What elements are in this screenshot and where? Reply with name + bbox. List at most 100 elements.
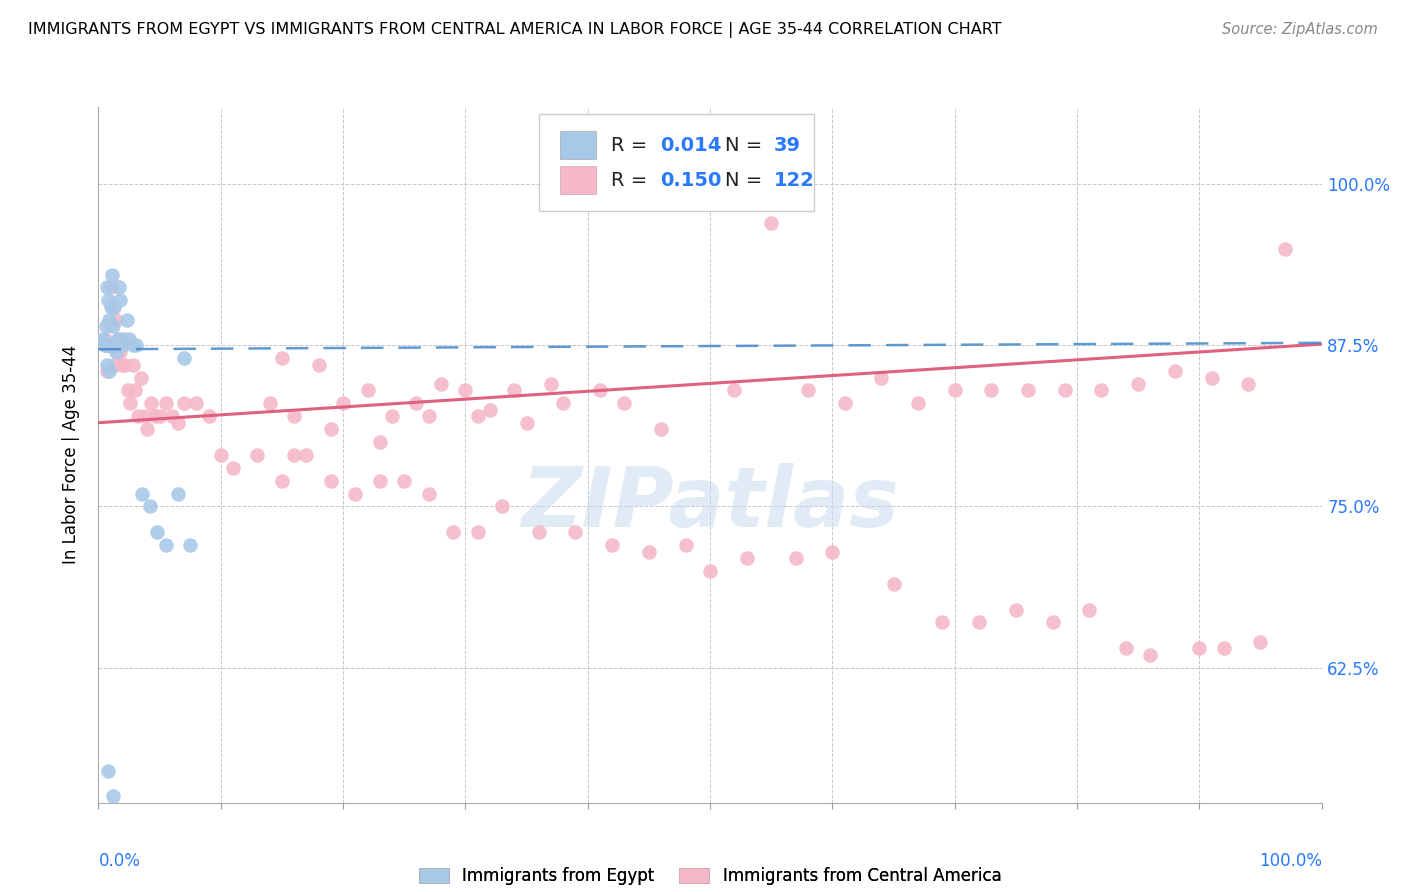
Point (1115, 641, 1137, 656)
Point (344, 486, 367, 500)
Point (1139, 648, 1161, 662)
Text: R =: R = (612, 136, 654, 155)
Point (101, 319, 124, 334)
Point (143, 409, 166, 424)
Point (186, 396, 208, 410)
Point (723, 384, 745, 398)
Point (1078, 602, 1101, 616)
Point (136, 422, 159, 436)
Point (553, 396, 575, 410)
Point (319, 422, 342, 436)
Point (121, 358, 143, 372)
Point (295, 448, 318, 462)
Point (100, 280, 122, 294)
Point (589, 384, 612, 398)
Point (368, 435, 391, 450)
Point (1128, 377, 1150, 392)
Point (564, 525, 586, 540)
Point (108, 280, 131, 294)
Point (1274, 242, 1296, 256)
Point (797, 384, 820, 398)
Point (93, 338, 115, 352)
FancyBboxPatch shape (560, 166, 596, 194)
Point (491, 500, 513, 514)
Point (283, 409, 305, 424)
Point (1188, 641, 1211, 656)
Point (308, 358, 330, 372)
FancyBboxPatch shape (538, 114, 814, 211)
Point (103, 300, 125, 314)
Point (118, 332, 141, 346)
Point (104, 312, 127, 326)
Point (139, 500, 162, 514)
Point (246, 448, 269, 462)
Point (107, 338, 129, 352)
Point (93, 338, 115, 352)
Point (209, 448, 232, 462)
Y-axis label: In Labor Force | Age 35-44: In Labor Force | Age 35-44 (62, 345, 80, 565)
Point (111, 338, 134, 352)
Point (1042, 615, 1064, 630)
Point (222, 460, 245, 475)
Point (98, 312, 121, 326)
Point (127, 409, 149, 424)
Point (650, 422, 672, 436)
Text: Source: ZipAtlas.com: Source: ZipAtlas.com (1222, 22, 1378, 37)
Point (1164, 364, 1187, 378)
Point (931, 615, 953, 630)
Point (96, 364, 118, 378)
Point (96, 358, 118, 372)
Point (155, 538, 177, 552)
Point (907, 396, 929, 410)
Point (1237, 377, 1260, 392)
Point (638, 544, 661, 558)
Point (101, 268, 124, 282)
Point (108, 332, 131, 346)
Point (111, 338, 134, 352)
Point (600, 538, 623, 552)
Point (735, 551, 758, 566)
Point (100, 338, 122, 352)
Point (1201, 370, 1223, 384)
Point (115, 312, 138, 326)
Point (105, 344, 128, 359)
Text: N =: N = (724, 136, 768, 155)
Point (167, 486, 190, 500)
Point (430, 377, 453, 392)
Point (173, 351, 195, 366)
Point (129, 370, 152, 384)
Point (131, 486, 153, 500)
Point (405, 396, 427, 410)
Text: IMMIGRANTS FROM EGYPT VS IMMIGRANTS FROM CENTRAL AMERICA IN LABOR FORCE | AGE 35: IMMIGRANTS FROM EGYPT VS IMMIGRANTS FROM… (28, 22, 1001, 38)
Point (97, 293, 120, 308)
Point (179, 538, 201, 552)
Point (503, 384, 526, 398)
Point (167, 416, 190, 430)
Point (117, 384, 139, 398)
Point (96, 280, 118, 294)
Point (149, 409, 172, 424)
Point (112, 332, 135, 346)
Point (515, 416, 537, 430)
Point (613, 396, 636, 410)
Point (392, 474, 416, 488)
Point (675, 538, 697, 552)
Point (870, 370, 893, 384)
Point (146, 525, 169, 540)
Text: N =: N = (724, 170, 768, 190)
Text: 39: 39 (773, 136, 800, 155)
Point (980, 384, 1002, 398)
Point (107, 332, 129, 346)
Text: ZIPatlas: ZIPatlas (522, 463, 898, 544)
Point (1004, 602, 1026, 616)
Point (1053, 384, 1076, 398)
Point (104, 344, 127, 359)
Point (527, 525, 550, 540)
Point (97, 764, 120, 778)
Point (259, 396, 281, 410)
Point (418, 486, 440, 500)
Point (125, 338, 148, 352)
Point (101, 789, 124, 804)
Point (368, 474, 391, 488)
Point (105, 338, 128, 352)
